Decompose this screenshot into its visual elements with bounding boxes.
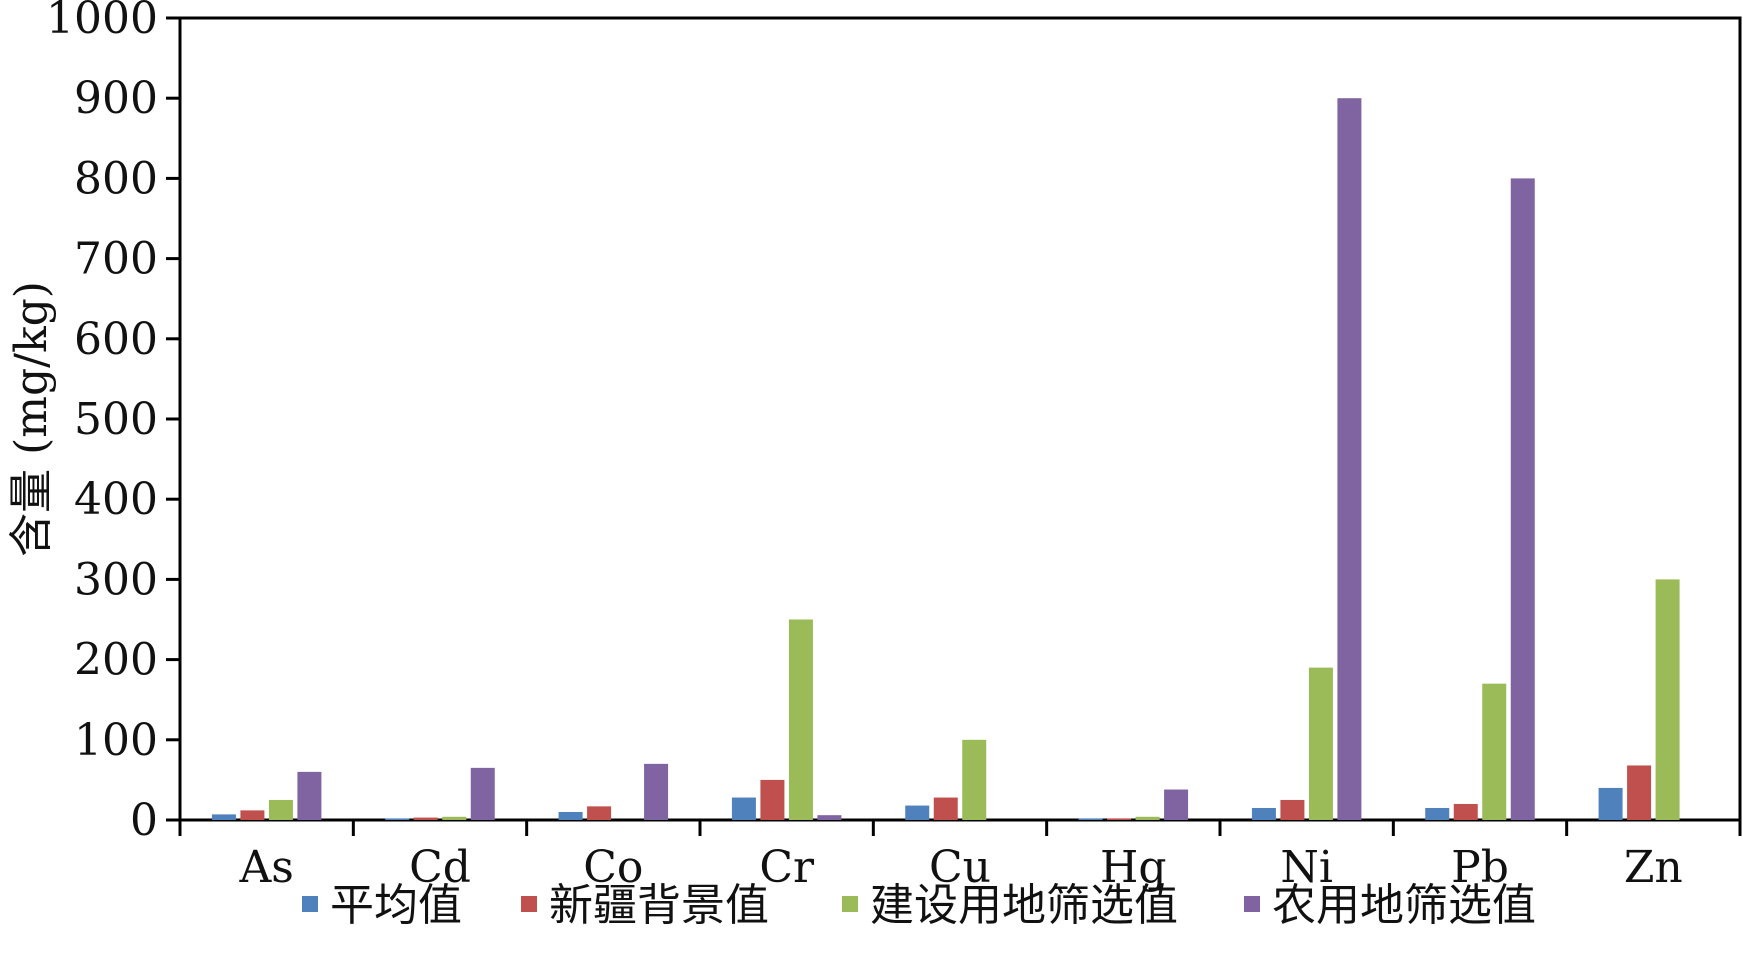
bar-As-series-3 bbox=[268, 799, 293, 820]
y-tick-label: 200 bbox=[74, 635, 158, 686]
y-axis-title: 含量 (mg/kg) bbox=[6, 281, 57, 557]
bar-Cr-series-1 bbox=[731, 797, 756, 820]
x-tick-label: Pb bbox=[1451, 842, 1509, 893]
bar-Co-series-4 bbox=[644, 763, 669, 820]
legend-swatch-2 bbox=[521, 896, 537, 912]
bar-Cd-series-1 bbox=[385, 818, 410, 820]
x-tick-label: Cd bbox=[409, 842, 471, 893]
y-tick-label: 700 bbox=[74, 234, 158, 285]
bar-Cu-series-2 bbox=[933, 797, 958, 820]
x-tick-label: Co bbox=[583, 842, 643, 893]
bar-Hg-series-2 bbox=[1107, 818, 1132, 820]
bar-Hg-series-1 bbox=[1078, 818, 1103, 820]
bar-Cr-series-4 bbox=[817, 815, 842, 820]
bar-Ni-series-4 bbox=[1337, 98, 1362, 820]
bar-Ni-series-3 bbox=[1308, 667, 1333, 820]
x-tick-label: Zn bbox=[1624, 842, 1683, 893]
bar-Pb-series-2 bbox=[1453, 803, 1478, 820]
bar-As-series-1 bbox=[211, 814, 236, 820]
legend-swatch-3 bbox=[842, 896, 858, 912]
x-tick-label: Hg bbox=[1100, 842, 1167, 893]
x-tick-label: As bbox=[238, 842, 293, 893]
y-tick-label: 400 bbox=[74, 474, 158, 525]
bar-Pb-series-1 bbox=[1425, 807, 1450, 820]
bar-Zn-series-3 bbox=[1655, 579, 1680, 820]
bar-Cr-series-2 bbox=[760, 779, 785, 820]
bar-Ni-series-1 bbox=[1251, 807, 1276, 820]
bar-As-series-2 bbox=[240, 810, 265, 820]
bar-Cu-series-3 bbox=[962, 739, 987, 820]
bar-Zn-series-1 bbox=[1598, 787, 1623, 820]
legend-label-1: 平均值 bbox=[330, 880, 462, 931]
legend-swatch-4 bbox=[1244, 896, 1260, 912]
x-tick-label: Cu bbox=[929, 842, 991, 893]
y-tick-label: 500 bbox=[74, 394, 158, 445]
legend-label-3: 建设用地筛选值 bbox=[870, 880, 1178, 931]
y-tick-label: 0 bbox=[130, 795, 158, 846]
bar-Co-series-2 bbox=[587, 806, 612, 820]
bar-Cd-series-3 bbox=[442, 816, 467, 820]
bar-Hg-series-3 bbox=[1135, 816, 1160, 820]
y-tick-label: 300 bbox=[74, 554, 158, 605]
y-tick-label: 900 bbox=[74, 73, 158, 124]
bar-Co-series-1 bbox=[558, 811, 583, 820]
legend-label-4: 农用地筛选值 bbox=[1272, 880, 1536, 931]
x-tick-label: Cr bbox=[759, 842, 815, 893]
bar-Pb-series-4 bbox=[1510, 178, 1535, 820]
y-tick-label: 100 bbox=[74, 715, 158, 766]
bar-Cu-series-1 bbox=[905, 805, 930, 820]
y-tick-label: 600 bbox=[74, 314, 158, 365]
bar-As-series-4 bbox=[297, 771, 322, 820]
y-tick-label: 800 bbox=[74, 153, 158, 204]
bar-Cr-series-3 bbox=[788, 619, 813, 820]
bar-Cd-series-2 bbox=[413, 817, 438, 820]
legend-swatch-1 bbox=[302, 896, 318, 912]
bar-Ni-series-2 bbox=[1280, 799, 1305, 820]
bar-Zn-series-2 bbox=[1627, 765, 1652, 820]
legend-label-2: 新疆背景值 bbox=[549, 880, 769, 931]
bar-Pb-series-3 bbox=[1482, 683, 1507, 820]
y-tick-label: 1000 bbox=[46, 0, 158, 44]
bar-Hg-series-4 bbox=[1164, 789, 1189, 820]
x-tick-label: Ni bbox=[1280, 842, 1333, 893]
bar-Cd-series-4 bbox=[470, 767, 495, 820]
